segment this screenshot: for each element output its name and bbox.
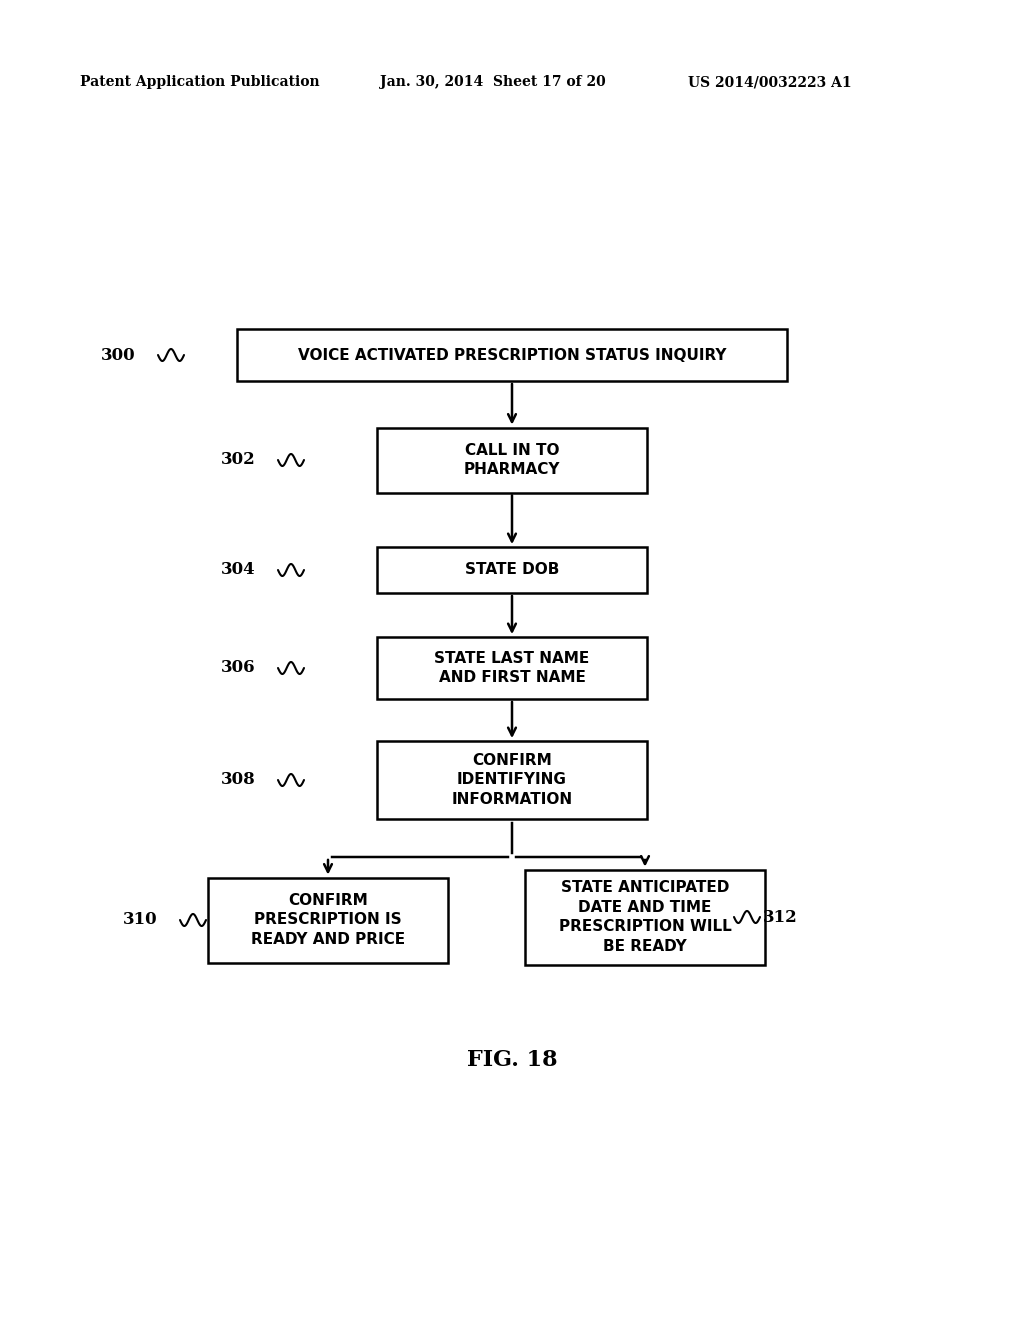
Text: STATE ANTICIPATED
DATE AND TIME
PRESCRIPTION WILL
BE READY: STATE ANTICIPATED DATE AND TIME PRESCRIP… <box>559 880 731 954</box>
Bar <box>208 878 449 962</box>
Bar <box>525 870 765 965</box>
Text: Patent Application Publication: Patent Application Publication <box>80 75 319 88</box>
Text: CALL IN TO
PHARMACY: CALL IN TO PHARMACY <box>464 442 560 478</box>
Text: 300: 300 <box>100 346 135 363</box>
Text: VOICE ACTIVATED PRESCRIPTION STATUS INQUIRY: VOICE ACTIVATED PRESCRIPTION STATUS INQU… <box>298 347 726 363</box>
Text: US 2014/0032223 A1: US 2014/0032223 A1 <box>688 75 852 88</box>
Bar <box>377 546 647 593</box>
Text: STATE DOB: STATE DOB <box>465 562 559 578</box>
Bar <box>377 638 647 700</box>
Text: 310: 310 <box>123 912 158 928</box>
Text: Jan. 30, 2014  Sheet 17 of 20: Jan. 30, 2014 Sheet 17 of 20 <box>380 75 606 88</box>
Text: 308: 308 <box>220 771 255 788</box>
Text: 312: 312 <box>763 908 798 925</box>
Text: CONFIRM
PRESCRIPTION IS
READY AND PRICE: CONFIRM PRESCRIPTION IS READY AND PRICE <box>251 892 406 948</box>
Bar <box>377 428 647 492</box>
Text: FIG. 18: FIG. 18 <box>467 1049 557 1071</box>
Bar <box>377 741 647 818</box>
Text: STATE LAST NAME
AND FIRST NAME: STATE LAST NAME AND FIRST NAME <box>434 651 590 685</box>
Text: 302: 302 <box>220 451 255 469</box>
Text: CONFIRM
IDENTIFYING
INFORMATION: CONFIRM IDENTIFYING INFORMATION <box>452 752 572 808</box>
Text: 304: 304 <box>221 561 255 578</box>
Bar <box>237 329 787 381</box>
Text: 306: 306 <box>221 660 255 676</box>
